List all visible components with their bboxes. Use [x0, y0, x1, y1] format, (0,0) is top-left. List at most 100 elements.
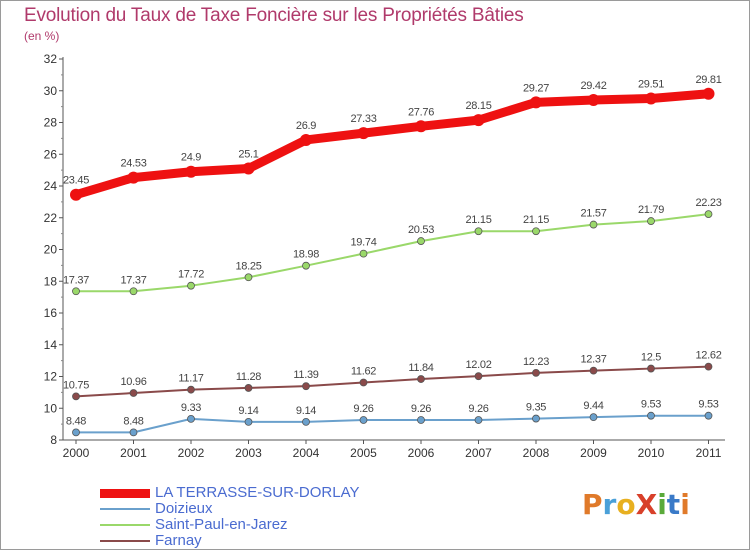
data-label: 18.98	[293, 249, 319, 261]
legend-label: Doizieux	[155, 500, 213, 517]
data-label: 12.62	[695, 350, 721, 362]
data-point	[187, 414, 195, 423]
data-label: 23.45	[63, 175, 89, 187]
data-label: 9.26	[353, 403, 373, 415]
data-point	[647, 411, 655, 420]
x-tick-label: 2001	[120, 446, 147, 460]
data-point	[704, 362, 713, 371]
data-point	[647, 364, 655, 373]
data-label: 18.25	[235, 260, 261, 272]
data-label: 9.26	[411, 403, 431, 415]
data-label: 21.15	[523, 214, 549, 226]
data-label: 17.37	[63, 274, 89, 286]
y-tick-label: 12	[44, 370, 58, 384]
data-point	[129, 389, 138, 397]
data-point	[474, 416, 483, 424]
data-label: 10.75	[63, 379, 89, 391]
data-point	[647, 217, 655, 225]
series-line-0	[71, 89, 713, 200]
data-label: 17.72	[178, 269, 204, 281]
data-point	[300, 133, 312, 146]
data-point	[187, 385, 195, 394]
x-tick-label: 2000	[63, 446, 90, 460]
data-point	[589, 220, 598, 229]
data-point	[589, 413, 598, 422]
chart-legend: LA TERRASSE-SUR-DORLAY Doizieux Saint-Paul…	[100, 485, 360, 549]
data-point	[417, 416, 425, 424]
y-tick-label: 20	[44, 243, 58, 257]
data-point	[472, 114, 485, 127]
data-label: 19.74	[350, 237, 376, 249]
series-line-2	[75, 213, 710, 293]
data-point	[127, 171, 140, 184]
data-point	[704, 210, 713, 218]
x-tick-label: 2010	[638, 446, 665, 460]
data-label: 9.14	[238, 405, 258, 417]
y-tick-label: 22	[44, 211, 58, 225]
data-point	[645, 92, 657, 105]
legend-item: LA TERRASSE-SUR-DORLAY	[100, 485, 360, 501]
logo-letter: t	[666, 488, 681, 521]
data-point	[359, 378, 368, 387]
legend-swatch	[100, 488, 150, 498]
proxiti-logo: ProXiti	[582, 488, 690, 521]
legend-item: Doizieux	[100, 501, 360, 517]
data-point	[187, 281, 195, 290]
data-point	[417, 237, 425, 245]
data-point	[357, 127, 370, 140]
data-point	[530, 96, 542, 109]
data-point	[415, 120, 427, 133]
data-point	[72, 392, 80, 401]
data-point	[242, 162, 255, 175]
data-point	[302, 261, 310, 270]
data-point	[185, 165, 197, 178]
data-label: 11.17	[178, 373, 203, 385]
data-label: 24.53	[120, 158, 146, 170]
data-label: 22.23	[695, 197, 721, 209]
data-label: 20.53	[408, 224, 434, 236]
logo-letter: X	[635, 488, 658, 521]
data-label: 11.28	[236, 371, 261, 383]
y-tick-label: 8	[50, 433, 57, 447]
data-label: 12.23	[523, 356, 549, 368]
x-tick-label: 2009	[580, 446, 607, 460]
data-label: 21.15	[465, 214, 491, 226]
y-tick-label: 24	[44, 179, 58, 193]
x-tick-label: 2008	[523, 446, 550, 460]
y-tick-label: 18	[44, 274, 58, 288]
data-point	[702, 87, 715, 100]
data-point	[589, 366, 598, 375]
data-label: 29.27	[523, 82, 549, 94]
data-point	[302, 382, 310, 391]
data-point	[359, 249, 368, 258]
data-label: 9.35	[526, 402, 546, 414]
y-tick-label: 14	[44, 338, 58, 352]
legend-label: Farnay	[155, 532, 202, 549]
logo-letter: r	[602, 488, 617, 521]
data-label: 25.1	[238, 149, 258, 161]
data-label: 17.37	[120, 274, 146, 286]
legend-swatch	[100, 540, 150, 542]
series-line-1	[75, 414, 710, 434]
chart-title: Evolution du Taux de Taxe Foncière sur l…	[24, 5, 524, 26]
data-label: 9.53	[698, 399, 718, 411]
data-label: 12.5	[641, 352, 661, 364]
data-point	[70, 188, 82, 201]
data-label: 11.84	[408, 362, 433, 374]
y-tick-label: 32	[44, 52, 58, 66]
data-point	[359, 416, 368, 424]
y-tick-label: 10	[44, 401, 58, 415]
y-tick-label: 30	[44, 84, 58, 98]
x-tick-label: 2002	[178, 446, 205, 460]
data-label: 12.37	[580, 354, 606, 366]
data-label: 8.48	[66, 415, 86, 427]
data-point	[532, 414, 540, 423]
x-tick-label: 2007	[465, 446, 492, 460]
x-tick-label: 2006	[408, 446, 435, 460]
legend-label: LA TERRASSE-SUR-DORLAY	[155, 484, 360, 501]
data-point	[72, 428, 80, 437]
data-point	[129, 287, 138, 296]
x-tick-label: 2005	[350, 446, 377, 460]
data-label: 9.33	[181, 402, 201, 414]
